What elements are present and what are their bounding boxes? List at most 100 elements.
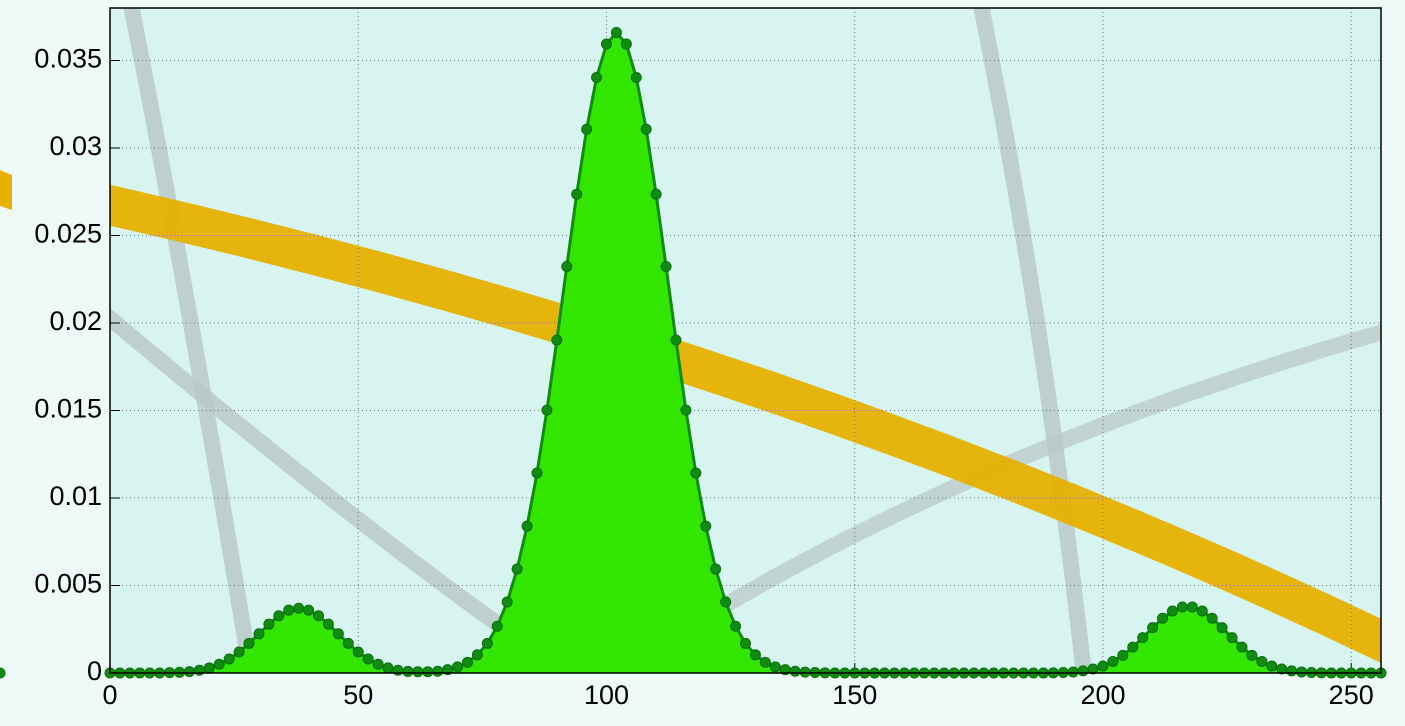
y-tick-label: 0.01 xyxy=(49,481,102,511)
marker xyxy=(610,27,622,38)
marker xyxy=(223,653,235,665)
marker xyxy=(551,334,563,346)
marker xyxy=(233,646,245,658)
marker xyxy=(591,71,603,83)
y-tick-label: 0.03 xyxy=(49,131,102,161)
marker xyxy=(720,596,732,608)
marker xyxy=(253,628,265,640)
marker xyxy=(293,602,305,614)
marker xyxy=(630,71,642,83)
marker xyxy=(759,656,771,668)
marker xyxy=(442,664,454,676)
marker xyxy=(1196,605,1208,617)
marker xyxy=(799,666,811,678)
x-tick-label: 50 xyxy=(343,680,373,710)
marker xyxy=(283,604,295,616)
marker xyxy=(740,637,751,649)
marker xyxy=(511,563,523,575)
decor-line xyxy=(692,324,1381,628)
marker xyxy=(1296,666,1308,678)
marker xyxy=(362,653,374,665)
marker xyxy=(1166,605,1178,617)
marker xyxy=(640,123,652,135)
marker xyxy=(1097,660,1109,672)
marker xyxy=(1236,641,1248,653)
marker xyxy=(1226,632,1238,644)
y-tick-label: 0.015 xyxy=(34,394,102,424)
marker xyxy=(789,665,801,677)
marker xyxy=(1127,641,1139,653)
marker xyxy=(700,520,712,532)
marker xyxy=(571,188,583,200)
marker xyxy=(1266,660,1278,672)
marker xyxy=(1286,665,1298,677)
marker xyxy=(1246,649,1258,661)
marker xyxy=(213,658,225,670)
marker xyxy=(471,649,483,661)
x-tick-label: 150 xyxy=(832,680,877,710)
marker xyxy=(402,665,414,677)
marker xyxy=(422,666,434,678)
marker xyxy=(1206,612,1218,624)
marker xyxy=(710,563,722,575)
y-tick-label: 0.025 xyxy=(34,219,102,249)
marker xyxy=(382,662,394,674)
marker xyxy=(461,656,473,668)
tick-labels: 0 0.005 0.01 0.015 0.02 0.025 0.03 0.035 0 50 100 1… xyxy=(34,44,1373,711)
marker xyxy=(183,666,195,678)
marker xyxy=(1067,666,1079,678)
decor-line xyxy=(973,8,1092,673)
marker xyxy=(690,467,702,479)
decor-band xyxy=(110,184,1381,664)
marker xyxy=(1077,665,1089,677)
decor-band xyxy=(0,170,12,210)
marker xyxy=(749,649,761,661)
marker xyxy=(342,637,354,649)
marker xyxy=(452,661,464,673)
marker xyxy=(432,665,444,677)
marker xyxy=(650,188,662,200)
marker xyxy=(1186,601,1198,613)
marker xyxy=(531,467,543,479)
marker xyxy=(660,260,672,272)
x-tick-label: 100 xyxy=(584,680,629,710)
marker xyxy=(1157,612,1169,624)
y-tick-label: 0 xyxy=(87,656,102,686)
marker xyxy=(730,620,742,632)
marker xyxy=(322,618,334,630)
marker xyxy=(203,662,215,674)
marker xyxy=(481,637,493,649)
marker xyxy=(541,404,553,416)
marker xyxy=(620,38,632,50)
marker xyxy=(521,520,533,532)
decor-line xyxy=(123,8,259,673)
marker xyxy=(332,628,344,640)
marker xyxy=(412,666,424,678)
marker xyxy=(1256,655,1268,667)
marker xyxy=(1147,622,1159,634)
marker xyxy=(561,260,573,272)
marker xyxy=(263,618,275,630)
y-tick-label: 0.02 xyxy=(49,306,102,336)
marker xyxy=(313,610,325,622)
marker xyxy=(1087,663,1099,675)
marker xyxy=(243,637,255,649)
marker xyxy=(680,404,692,416)
marker xyxy=(581,123,593,135)
marker xyxy=(1107,655,1119,667)
marker xyxy=(769,661,781,673)
marker xyxy=(1216,622,1228,634)
x-tick-label: 250 xyxy=(1329,680,1374,710)
marker xyxy=(372,658,384,670)
marker xyxy=(303,604,315,616)
x-tick-label: 0 xyxy=(102,680,117,710)
axes-frame xyxy=(109,7,1382,674)
marker xyxy=(670,334,682,346)
x-tick-label: 200 xyxy=(1080,680,1125,710)
marker xyxy=(1137,632,1149,644)
y-tick-label: 0.005 xyxy=(34,569,102,599)
marker xyxy=(1176,601,1188,613)
y-tick-label: 0.035 xyxy=(34,44,102,74)
